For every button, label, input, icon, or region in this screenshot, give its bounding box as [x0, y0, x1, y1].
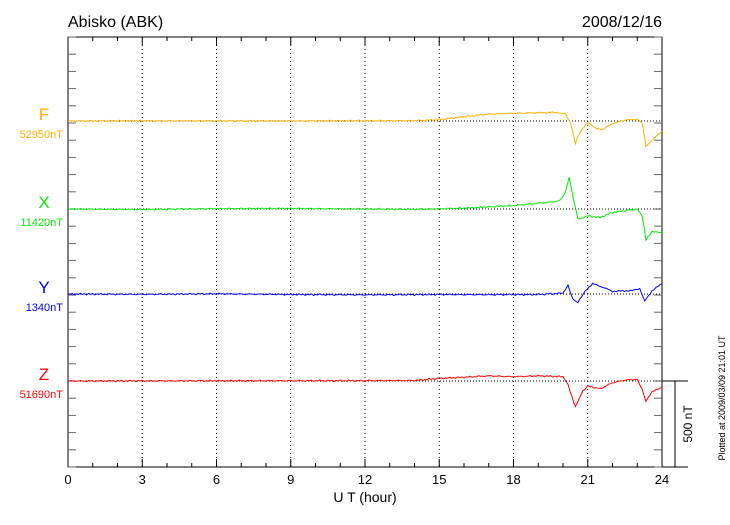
series-line-x	[67, 177, 663, 242]
x-tick-label: 24	[655, 472, 669, 487]
series-name-z: Z	[39, 365, 49, 384]
scale-label: 500 nT	[681, 405, 695, 443]
series-baseline-label: 11420nT	[20, 217, 63, 229]
plotted-note: Plotted at 2009/03/09 21:01 UT	[717, 335, 727, 461]
series-baseline-label: 1340nT	[26, 302, 64, 314]
x-tick-label: 21	[581, 472, 595, 487]
chart-title: Abisko (ABK)	[68, 14, 163, 31]
x-tick-label: 0	[64, 472, 71, 487]
series-line-z	[67, 374, 663, 408]
x-tick-label: 6	[213, 472, 220, 487]
series-baseline-label: 51690nT	[20, 389, 64, 401]
series-name-f: F	[39, 105, 49, 124]
series-baseline-label: 52950nT	[20, 129, 64, 141]
series-line-y	[67, 282, 663, 304]
x-axis-label: U T (hour)	[333, 489, 396, 505]
series-name-y: Y	[38, 278, 49, 297]
x-tick-label: 3	[139, 472, 146, 487]
x-tick-label: 15	[432, 472, 446, 487]
x-tick-label: 9	[287, 472, 294, 487]
chart-date: 2008/12/16	[582, 14, 662, 31]
x-tick-label: 12	[358, 472, 372, 487]
series-name-x: X	[38, 193, 49, 212]
series-line-f	[67, 111, 663, 148]
x-tick-label: 18	[506, 472, 520, 487]
